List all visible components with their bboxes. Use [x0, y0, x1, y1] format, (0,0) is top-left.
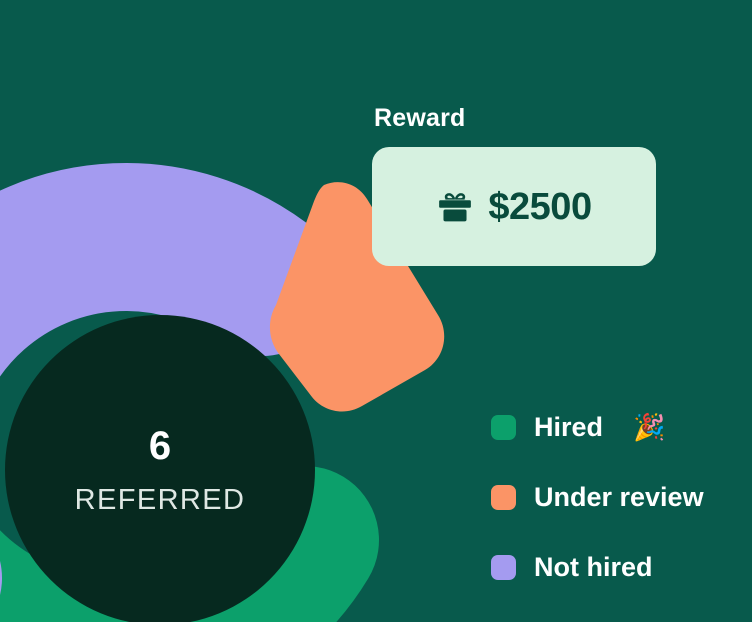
reward-block: Reward $2500: [372, 106, 662, 266]
legend-label-under-review: Under review: [534, 481, 704, 512]
donut-segments: [0, 163, 445, 622]
legend-item-not-hired[interactable]: Not hired: [491, 532, 704, 602]
donut-svg: [0, 163, 445, 622]
legend-swatch-under-review: [491, 484, 516, 510]
segment-under-review-shape[interactable]: [269, 182, 445, 412]
party-popper-icon: 🎉: [633, 412, 666, 442]
segment-hired-arc[interactable]: [0, 466, 379, 622]
legend-swatch-not-hired: [491, 554, 516, 580]
reward-card[interactable]: $2500: [372, 147, 656, 266]
segment-not-hired-arc[interactable]: [0, 163, 336, 594]
reward-amount: $2500: [488, 185, 592, 228]
legend-item-hired[interactable]: Hired 🎉: [491, 392, 704, 462]
legend-label-hired: Hired: [534, 411, 604, 442]
legend-label-not-hired: Not hired: [534, 551, 653, 582]
legend-swatch-hired: [491, 414, 516, 440]
legend-item-under-review[interactable]: Under review: [491, 462, 704, 532]
reward-label: Reward: [374, 104, 466, 132]
gift-icon: [439, 192, 472, 221]
donut-hole: [5, 315, 315, 622]
chart-legend: Hired 🎉 Under review Not hired: [491, 392, 704, 602]
